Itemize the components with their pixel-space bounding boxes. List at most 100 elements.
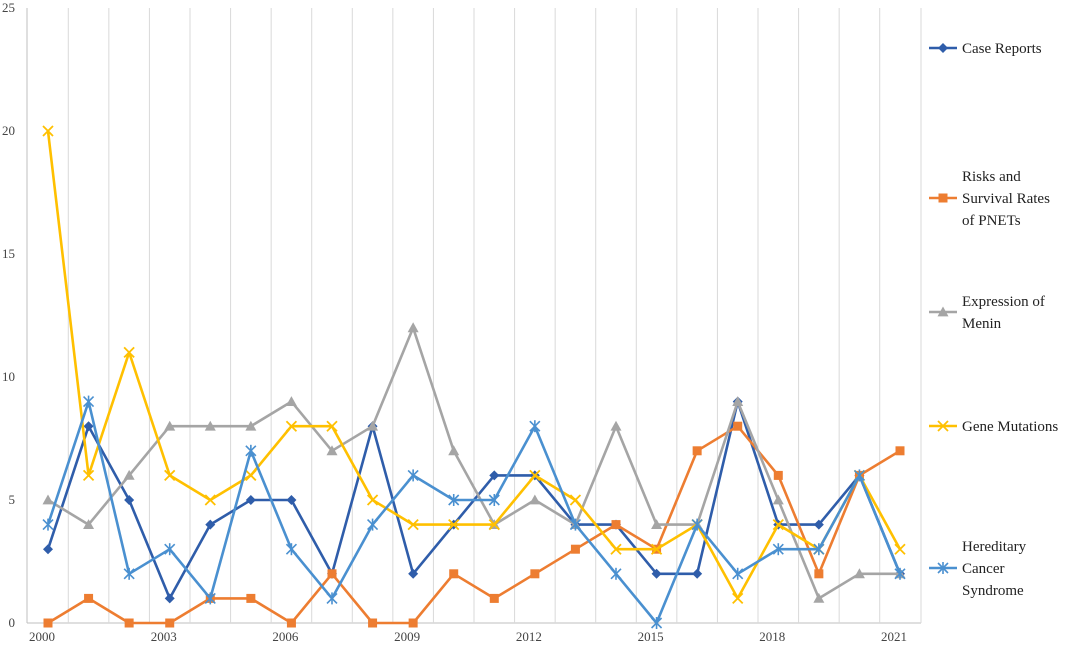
legend-item: Expression of Menin (929, 294, 1045, 332)
data-point (286, 618, 296, 628)
data-point (408, 618, 418, 628)
data-point (448, 445, 460, 456)
data-point (285, 420, 298, 432)
data-point (43, 544, 53, 555)
data-point (326, 592, 338, 605)
data-point (246, 593, 256, 603)
legend-label: Syndrome (962, 583, 1024, 599)
data-point (772, 518, 784, 531)
data-point (448, 518, 460, 531)
data-point (164, 593, 175, 604)
data-point (42, 518, 54, 531)
legend-swatch-marker (937, 306, 949, 317)
data-point (733, 421, 743, 431)
y-axis: 0 5 10 15 20 25 (2, 0, 15, 630)
data-point (610, 567, 622, 580)
data-point (326, 445, 338, 456)
data-point (813, 519, 824, 530)
data-point (407, 322, 419, 333)
data-point (813, 543, 825, 556)
legend-swatch-marker (937, 562, 949, 574)
legend-label: of PNETs (962, 213, 1021, 229)
data-point (650, 543, 663, 555)
x-tick-label: 2012 (516, 629, 542, 644)
data-point (773, 470, 783, 480)
data-point (569, 518, 581, 531)
data-point (367, 518, 379, 531)
data-point (530, 569, 540, 579)
data-point (245, 495, 256, 505)
data-point (772, 543, 784, 556)
x-tick-label: 2015 (638, 629, 664, 644)
data-point (813, 592, 825, 603)
y-tick-label: 5 (9, 492, 16, 507)
x-tick-label: 2021 (881, 629, 907, 644)
grid-lines (67, 8, 881, 623)
data-point (43, 618, 53, 628)
data-point (895, 446, 905, 456)
data-point (610, 543, 622, 555)
data-point (814, 569, 824, 579)
data-point (529, 469, 541, 482)
data-point (84, 593, 94, 603)
data-point (165, 618, 175, 628)
data-point (570, 544, 580, 554)
data-point (651, 519, 663, 529)
legend-label: Case Reports (962, 41, 1042, 57)
data-point (569, 494, 582, 506)
legend-swatch-marker (938, 193, 948, 203)
y-tick-label: 10 (2, 369, 15, 384)
data-point (853, 568, 865, 579)
legend-item: Gene Mutations (929, 419, 1058, 435)
data-point (164, 469, 176, 482)
series-line (47, 326, 900, 600)
data-point (204, 420, 216, 431)
data-point (691, 518, 703, 531)
data-point (123, 567, 135, 580)
x-tick-label: 2000 (29, 629, 55, 644)
data-point (124, 495, 135, 505)
data-point (164, 543, 176, 556)
y-tick-label: 0 (9, 615, 16, 630)
data-point (894, 543, 906, 555)
data-point (732, 592, 744, 605)
series-layer (42, 125, 906, 629)
data-point (529, 494, 541, 505)
y-tick-label: 25 (2, 0, 15, 15)
data-point (408, 568, 419, 579)
data-point (285, 543, 297, 556)
data-point (285, 396, 297, 406)
data-point (488, 494, 500, 506)
x-tick-label: 2018 (759, 629, 785, 644)
series-4 (42, 395, 906, 629)
legend-swatch-marker (938, 43, 948, 53)
series-line (46, 400, 902, 625)
legend-label: Hereditary (962, 539, 1027, 555)
data-point (286, 495, 297, 505)
x-tick-label: 2003 (151, 629, 177, 644)
data-point (164, 420, 176, 431)
data-point (245, 420, 257, 431)
legend-swatch-marker (937, 420, 949, 432)
data-point (204, 592, 216, 605)
data-point (853, 469, 865, 482)
data-point (489, 470, 500, 481)
data-point (366, 494, 379, 506)
data-point (692, 568, 703, 579)
data-point (124, 618, 134, 628)
data-point (204, 494, 216, 506)
x-axis: 2000 2003 2006 2009 2012 2015 2018 2021 (29, 629, 907, 644)
x-tick-label: 2006 (272, 629, 299, 644)
data-point (407, 518, 419, 531)
data-point (610, 420, 622, 431)
legend: Case Reports Risks and Survival Rates of PN… (929, 41, 1058, 599)
data-point (488, 518, 500, 531)
data-point (651, 617, 663, 629)
data-point (326, 420, 338, 432)
data-point (83, 395, 95, 408)
data-point (368, 618, 378, 628)
data-point (407, 469, 419, 482)
data-point (651, 568, 662, 579)
legend-item: Risks and Survival Rates of PNETs (929, 169, 1050, 229)
legend-item: Case Reports (929, 41, 1042, 57)
